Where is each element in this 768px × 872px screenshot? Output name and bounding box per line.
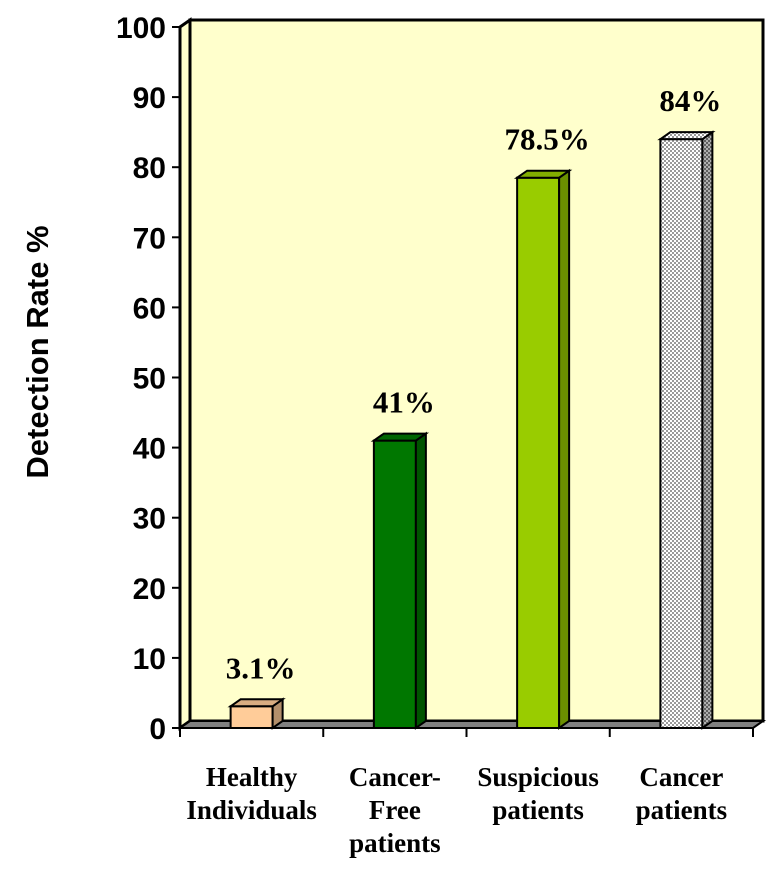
y-axis: 0 10 20 30 40 50 60 70 80 90 100 xyxy=(116,12,181,746)
bar-front-face xyxy=(229,705,274,729)
bar-front-face xyxy=(372,439,417,729)
y-tick-label: 20 xyxy=(133,573,166,606)
category-label-line: Free xyxy=(369,795,421,825)
category-label-line: patients xyxy=(492,795,584,825)
plot-side-wall xyxy=(178,17,192,731)
bar xyxy=(227,697,286,730)
category-label-line: Healthy xyxy=(206,762,298,792)
bar-side-face xyxy=(414,431,427,730)
bar xyxy=(513,168,573,730)
category-label-line: Cancer- xyxy=(349,762,441,792)
category-label-line: Suspicious xyxy=(477,762,599,792)
category-label-line: patients xyxy=(349,828,441,858)
data-label: 41% xyxy=(373,385,435,420)
y-tick-label: 30 xyxy=(133,503,166,536)
y-tick-label: 10 xyxy=(133,643,166,676)
data-label: 84% xyxy=(659,83,721,118)
bars-group xyxy=(227,130,716,730)
bar xyxy=(657,130,716,730)
category-label-line: Individuals xyxy=(186,795,317,825)
y-axis-label: Detection Rate % xyxy=(20,225,55,478)
category-label-line: patients xyxy=(636,795,728,825)
bar-top-face xyxy=(657,131,716,141)
bar-front-face xyxy=(516,176,561,729)
y-tick-label: 90 xyxy=(133,82,166,115)
category-label: Cancer patients xyxy=(636,762,728,825)
data-labels-group: 3.1% 41% 78.5% 84% xyxy=(226,83,722,685)
category-label: Healthy Individuals xyxy=(186,762,317,825)
y-tick-label: 50 xyxy=(133,363,166,396)
y-tick-label: 40 xyxy=(133,433,166,466)
data-label: 78.5% xyxy=(505,122,590,157)
data-label: 3.1% xyxy=(226,650,296,685)
y-tick-label: 100 xyxy=(116,12,166,45)
bar-side-face xyxy=(558,168,571,730)
x-axis xyxy=(179,727,754,737)
y-tick-label: 80 xyxy=(133,152,166,185)
bar-side-face xyxy=(701,130,714,730)
category-label: Cancer-Free patients xyxy=(349,762,441,858)
bar xyxy=(370,431,430,730)
y-tick-label: 70 xyxy=(133,222,166,255)
category-label: Suspicious patients xyxy=(477,762,599,825)
bar-front-face xyxy=(659,138,704,730)
bar-top-face xyxy=(370,432,430,442)
bar-top-face xyxy=(513,169,573,179)
y-tick-label: 60 xyxy=(133,292,166,325)
category-label-line: Cancer xyxy=(639,762,723,792)
y-tick-label: 0 xyxy=(149,713,166,746)
bar-top-face xyxy=(227,698,286,708)
